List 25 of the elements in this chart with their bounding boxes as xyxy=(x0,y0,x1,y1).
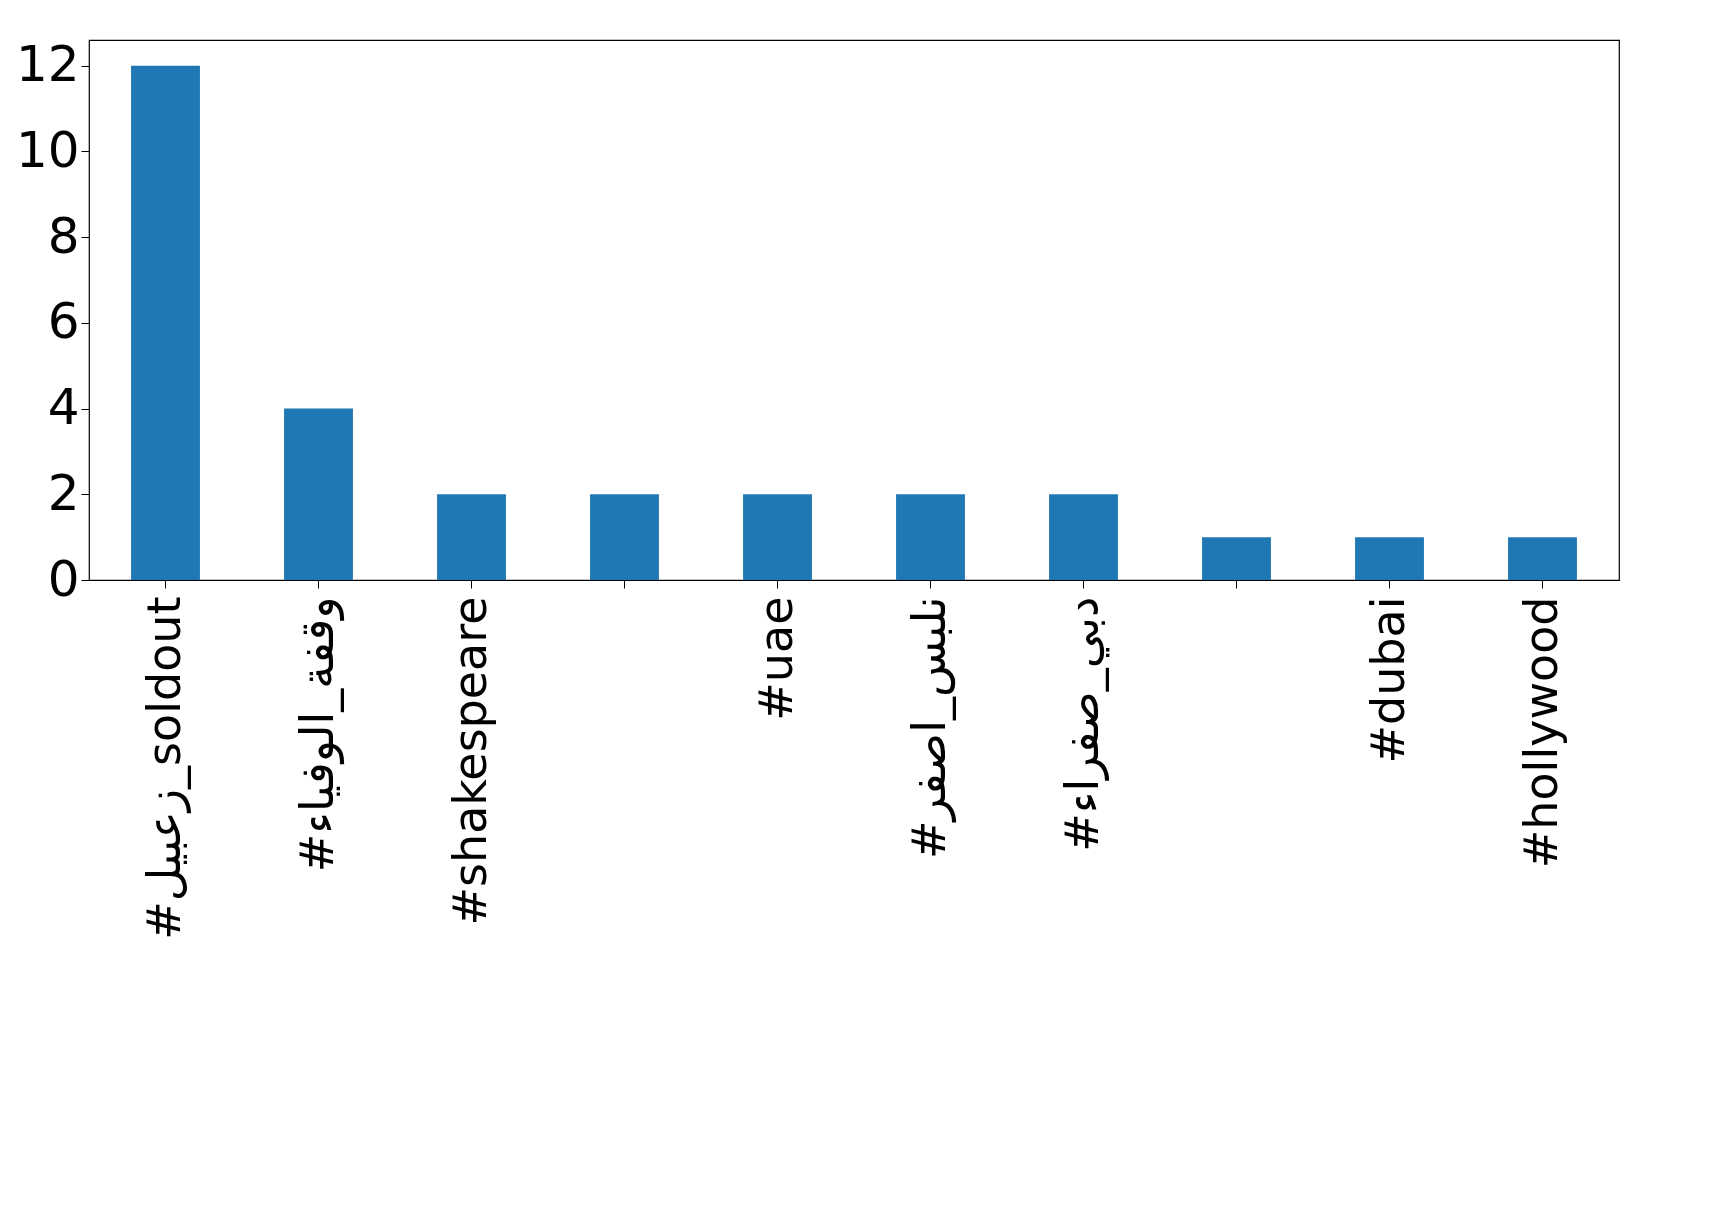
y-tick-label: 4 xyxy=(47,378,80,437)
bar xyxy=(437,494,506,580)
bar xyxy=(590,494,659,580)
y-tick-label: 8 xyxy=(47,206,80,265)
x-tick-label: #shakespeare xyxy=(442,596,497,926)
bar xyxy=(1355,537,1424,580)
y-tick-label: 0 xyxy=(47,549,80,608)
x-tick-label: #دبي_صفراء xyxy=(1054,596,1110,852)
bar xyxy=(743,494,812,580)
x-tick-label: #uae xyxy=(748,596,803,721)
bar xyxy=(1508,537,1577,580)
x-tick-label: #dubai xyxy=(1360,596,1415,764)
y-tick-label: 10 xyxy=(15,120,80,179)
x-tick-label: #وقفة_الوفياء xyxy=(289,596,345,873)
y-tick-label: 6 xyxy=(47,292,80,351)
x-tick-label: #نلبس_اصفر xyxy=(901,596,957,860)
bar xyxy=(1049,494,1118,580)
x-tick-label: #زعبيل_soldout xyxy=(136,596,191,940)
bar xyxy=(896,494,965,580)
bar xyxy=(284,408,353,580)
x-tick-label: #hollywood xyxy=(1513,596,1568,869)
y-tick-label: 2 xyxy=(47,463,80,522)
y-tick-label: 12 xyxy=(15,35,80,94)
bar xyxy=(1202,537,1271,580)
bar xyxy=(131,65,200,580)
